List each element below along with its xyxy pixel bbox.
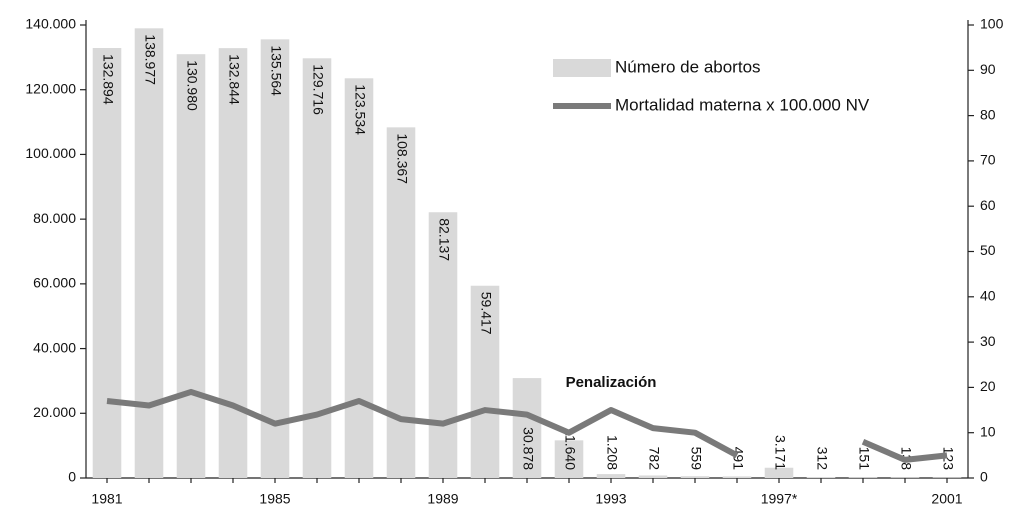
bar-value-label: 132.844 (226, 54, 242, 105)
y-tick-label: 0 (68, 469, 76, 485)
line (106, 388, 739, 458)
x-tick-label: 1993 (595, 491, 626, 507)
bar-value-label: 123 (940, 447, 956, 471)
bar (260, 39, 290, 478)
bar (680, 476, 710, 478)
bar-value-label: 129.716 (310, 64, 326, 115)
bar (134, 28, 164, 479)
bar-value-label: 30.878 (520, 427, 536, 470)
x-tick-label: 1981 (91, 491, 122, 507)
y2-tick-label: 10 (980, 423, 996, 439)
bar-value-label: 130.980 (184, 60, 200, 111)
bar-value-label: 59.417 (478, 292, 494, 335)
bar-value-label: 82.137 (436, 218, 452, 261)
x-tick-label: 1989 (427, 491, 458, 507)
bar (596, 474, 626, 478)
y2-tick-label: 40 (980, 288, 996, 304)
bar-value-label: 123.534 (352, 84, 368, 135)
bar-value-label: 312 (814, 447, 830, 471)
bar-value-label: 108.367 (394, 133, 410, 184)
y2-tick-label: 80 (980, 106, 996, 122)
bar (512, 378, 542, 478)
bar-value-label: 132.894 (100, 54, 116, 105)
bar (470, 285, 500, 478)
y-tick-label: 100.000 (25, 145, 76, 161)
y-tick-label: 140.000 (25, 16, 76, 32)
bar (638, 475, 668, 478)
bar (428, 212, 458, 478)
x-tick-label: 1985 (259, 491, 290, 507)
bar-value-label: 151 (856, 447, 872, 471)
bar (218, 48, 248, 478)
y-tick-label: 120.000 (25, 80, 76, 96)
bar (302, 58, 332, 478)
line (861, 439, 948, 463)
bar (806, 476, 836, 478)
legend-label: Número de abortos (615, 57, 761, 76)
bar (92, 47, 122, 479)
bar (176, 54, 206, 478)
y2-tick-label: 30 (980, 333, 996, 349)
y2-tick-label: 100 (980, 16, 1004, 32)
y2-tick-label: 20 (980, 378, 996, 394)
legend-swatch (553, 59, 611, 77)
y-tick-label: 80.000 (33, 210, 76, 226)
bar-value-label: 11.640 (562, 428, 578, 470)
y-tick-label: 20.000 (33, 404, 76, 420)
bar-value-label: 138.977 (142, 34, 158, 85)
bar-value-label: 135.564 (268, 45, 284, 96)
bar-value-label: 3.171 (772, 435, 788, 470)
legend-label: Mortalidad materna x 100.000 NV (615, 95, 870, 114)
annotation: Penalización (566, 374, 657, 391)
y2-tick-label: 70 (980, 152, 996, 168)
y2-tick-label: 60 (980, 197, 996, 213)
y-tick-label: 40.000 (33, 339, 76, 355)
x-tick-label: 2001 (931, 491, 962, 507)
bar (554, 440, 584, 478)
bar-value-label: 559 (688, 447, 704, 471)
bar-value-label: 782 (646, 447, 662, 471)
bar (764, 467, 794, 478)
bar-value-label: 1.208 (604, 435, 620, 470)
x-tick-label: 1997* (761, 491, 798, 507)
bar (722, 476, 752, 478)
y-tick-label: 60.000 (33, 275, 76, 291)
bar (344, 78, 374, 479)
y2-tick-label: 0 (980, 469, 988, 485)
y2-tick-label: 90 (980, 61, 996, 77)
y2-tick-label: 50 (980, 242, 996, 258)
